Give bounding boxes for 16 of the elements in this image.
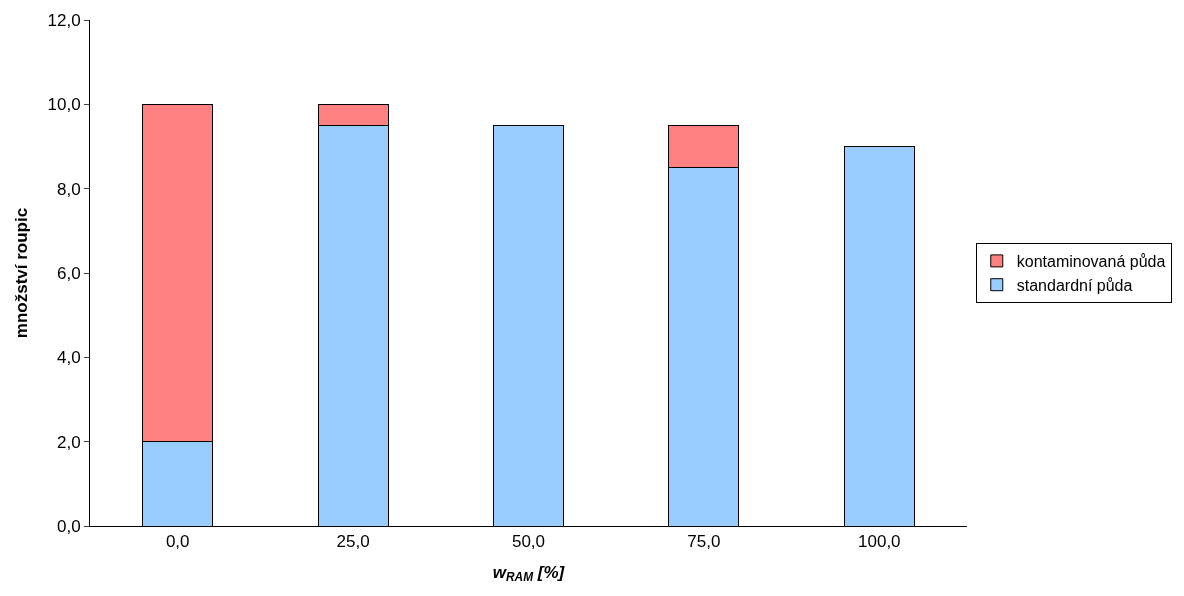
y-tick-label: 10,0: [47, 95, 81, 115]
y-axis-title: množství roupic: [12, 207, 32, 339]
x-tick-label: 100,0: [858, 532, 901, 552]
legend-label: kontaminovaná půda: [1016, 253, 1166, 271]
y-tick-label: 6,0: [56, 263, 81, 283]
legend-label: standardní půda: [1016, 276, 1133, 294]
x-tick-label: 50,0: [511, 532, 546, 552]
y-tick-label: 2,0: [56, 432, 81, 452]
x-axis-title: w$_{RAM}$ [%]: [492, 562, 566, 585]
x-tick-label: 75,0: [687, 532, 721, 552]
x-tick-label: 25,0: [336, 532, 370, 552]
x-tick-label: 0,0: [165, 532, 190, 552]
y-tick-label: 4,0: [56, 348, 81, 368]
y-tick-label: 8,0: [56, 179, 81, 199]
y-tick-label: 0,0: [56, 516, 81, 536]
y-tick-label: 12,0: [47, 10, 81, 30]
